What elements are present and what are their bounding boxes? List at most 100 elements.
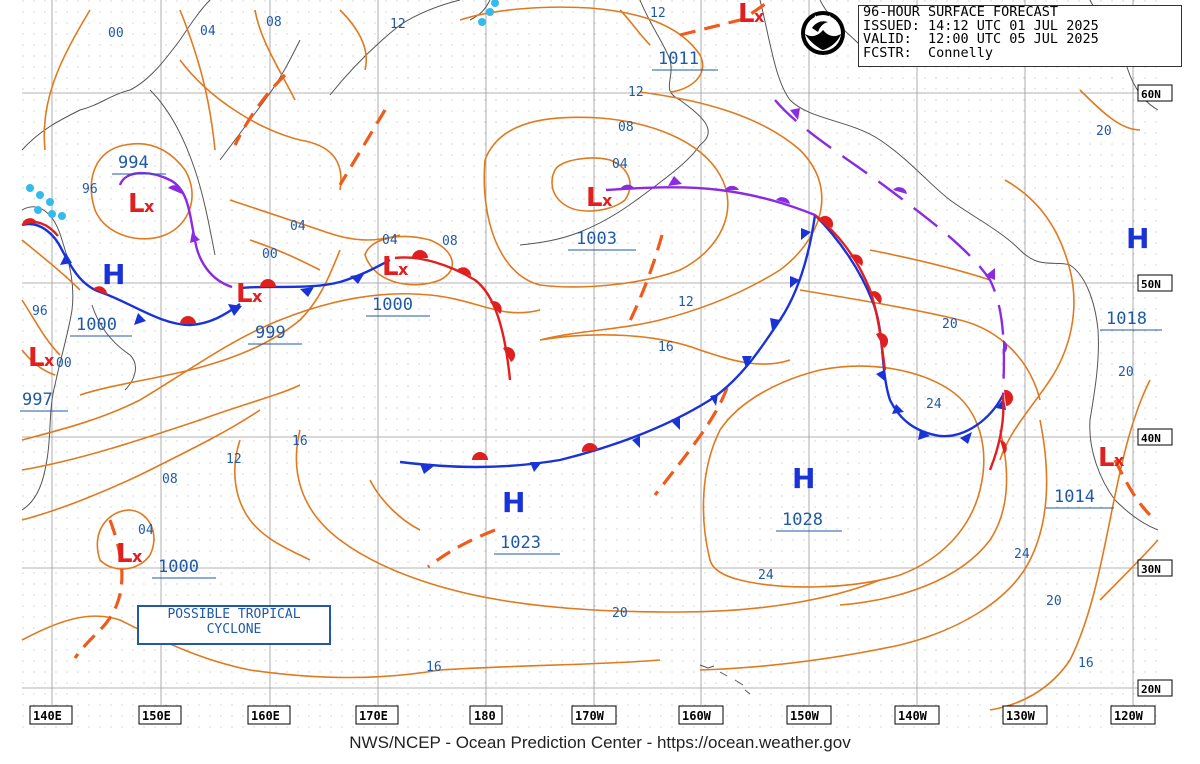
svg-text:40N: 40N — [1141, 432, 1161, 445]
svg-text:08: 08 — [162, 472, 178, 487]
svg-text:150W: 150W — [790, 709, 820, 723]
high-symbol: H — [792, 462, 815, 495]
svg-text:24: 24 — [758, 568, 774, 583]
svg-text:x: x — [602, 191, 613, 210]
svg-text:120W: 120W — [1114, 709, 1144, 723]
svg-text:20: 20 — [1046, 594, 1062, 609]
svg-text:96: 96 — [82, 182, 98, 197]
low-symbol: L — [382, 252, 399, 282]
svg-text:16: 16 — [658, 340, 674, 355]
svg-text:20: 20 — [1096, 124, 1112, 139]
pressure-value: 1000 — [372, 295, 413, 315]
svg-text:x: x — [44, 351, 55, 370]
pressure-value: 1011 — [658, 49, 699, 69]
svg-text:08: 08 — [442, 234, 458, 249]
svg-text:140W: 140W — [898, 709, 928, 723]
isobars — [21, 6, 1159, 711]
fronts — [21, 99, 1014, 474]
footer-credit: NWS/NCEP - Ocean Prediction Center - htt… — [349, 733, 851, 752]
svg-text:08: 08 — [266, 15, 282, 30]
svg-text:x: x — [398, 260, 409, 279]
forecaster: FCSTR: Connelly — [863, 44, 994, 61]
svg-text:170E: 170E — [359, 709, 388, 723]
low-symbol: L — [236, 279, 253, 309]
latitude-axis: 60N 50N 40N 30N 20N — [1137, 84, 1173, 697]
svg-text:24: 24 — [926, 397, 942, 412]
svg-text:00: 00 — [56, 356, 72, 371]
high-symbol: H — [502, 486, 525, 519]
svg-text:12: 12 — [226, 452, 242, 467]
pressure-value: 1003 — [576, 229, 617, 249]
svg-text:160E: 160E — [251, 709, 280, 723]
svg-text:12: 12 — [390, 17, 406, 32]
svg-text:20N: 20N — [1141, 683, 1161, 696]
svg-text:16: 16 — [1078, 656, 1094, 671]
pressure-value: 1028 — [782, 510, 823, 530]
svg-text:60N: 60N — [1141, 88, 1161, 101]
troughs — [73, 0, 1152, 659]
svg-text:20: 20 — [612, 606, 628, 621]
svg-text:00: 00 — [262, 247, 278, 262]
svg-text:NOAA: NOAA — [814, 15, 832, 22]
pressure-value: 1000 — [158, 557, 199, 577]
svg-text:x: x — [1114, 451, 1125, 470]
low-symbol: L — [128, 189, 145, 219]
pressure-value: 994 — [118, 153, 149, 173]
low-symbol: L — [738, 0, 755, 29]
svg-text:12: 12 — [678, 295, 694, 310]
forecast-title: 96-HOUR SURFACE FORECAST — [863, 4, 1059, 20]
svg-text:20: 20 — [1118, 365, 1134, 380]
high-markers: H H H H — [102, 222, 1149, 519]
isobar-labels: 00 04 08 12 12 96 04 00 04 08 08 04 12 1… — [32, 6, 1134, 675]
svg-text:16: 16 — [292, 434, 308, 449]
svg-text:x: x — [754, 7, 765, 26]
low-symbol: L — [1098, 443, 1115, 473]
low-symbol: L — [116, 539, 133, 569]
svg-text:x: x — [144, 197, 155, 216]
svg-text:160W: 160W — [682, 709, 712, 723]
svg-text:16: 16 — [426, 660, 442, 675]
longitude-axis: 140E 150E 160E 170E 180 170W 160W 150W 1… — [29, 705, 1156, 725]
pressure-value: 997 — [22, 390, 53, 410]
svg-text:04: 04 — [138, 523, 154, 538]
svg-text:00: 00 — [108, 26, 124, 41]
svg-text:140E: 140E — [33, 709, 62, 723]
low-symbol: L — [586, 183, 603, 213]
svg-text:150E: 150E — [142, 709, 171, 723]
svg-text:20: 20 — [942, 317, 958, 332]
valid-time: VALID: 12:00 UTC 05 JUL 2025 — [863, 31, 1099, 47]
pressure-value: 1014 — [1054, 487, 1095, 507]
svg-text:24: 24 — [1014, 547, 1030, 562]
pressure-value: 999 — [255, 323, 286, 343]
svg-text:12: 12 — [628, 85, 644, 100]
svg-text:30N: 30N — [1141, 563, 1161, 576]
svg-text:x: x — [252, 287, 263, 306]
annotation-line: CYCLONE — [206, 622, 262, 637]
svg-text:04: 04 — [290, 219, 306, 234]
svg-text:04: 04 — [382, 233, 398, 248]
high-symbol: H — [1126, 222, 1149, 255]
svg-text:04: 04 — [612, 157, 628, 172]
svg-text:180: 180 — [474, 709, 496, 723]
forecast-info-box: 96-HOUR SURFACE FORECAST ISSUED: 14:12 U… — [858, 5, 1182, 67]
pressure-value: 1023 — [500, 533, 541, 553]
svg-text:170W: 170W — [575, 709, 605, 723]
svg-text:x: x — [132, 547, 143, 566]
pressure-values: 994 1000 997 999 1000 1003 1011 1023 102… — [20, 49, 1162, 579]
pressure-value: 1018 — [1106, 309, 1147, 329]
tropical-cyclone-annotation: POSSIBLE TROPICAL CYCLONE — [137, 605, 331, 645]
svg-text:130W: 130W — [1006, 709, 1036, 723]
svg-text:96: 96 — [32, 304, 48, 319]
noaa-logo-icon: NOAA — [800, 10, 846, 56]
low-symbol: L — [28, 343, 45, 373]
high-symbol: H — [102, 258, 125, 291]
annotation-line: POSSIBLE TROPICAL — [167, 607, 301, 622]
svg-text:50N: 50N — [1141, 278, 1161, 291]
svg-text:04: 04 — [200, 24, 216, 39]
issued-time: ISSUED: 14:12 UTC 01 JUL 2025 — [863, 17, 1099, 34]
svg-text:08: 08 — [618, 120, 634, 135]
pressure-value: 1000 — [76, 315, 117, 335]
svg-text:12: 12 — [650, 6, 666, 21]
